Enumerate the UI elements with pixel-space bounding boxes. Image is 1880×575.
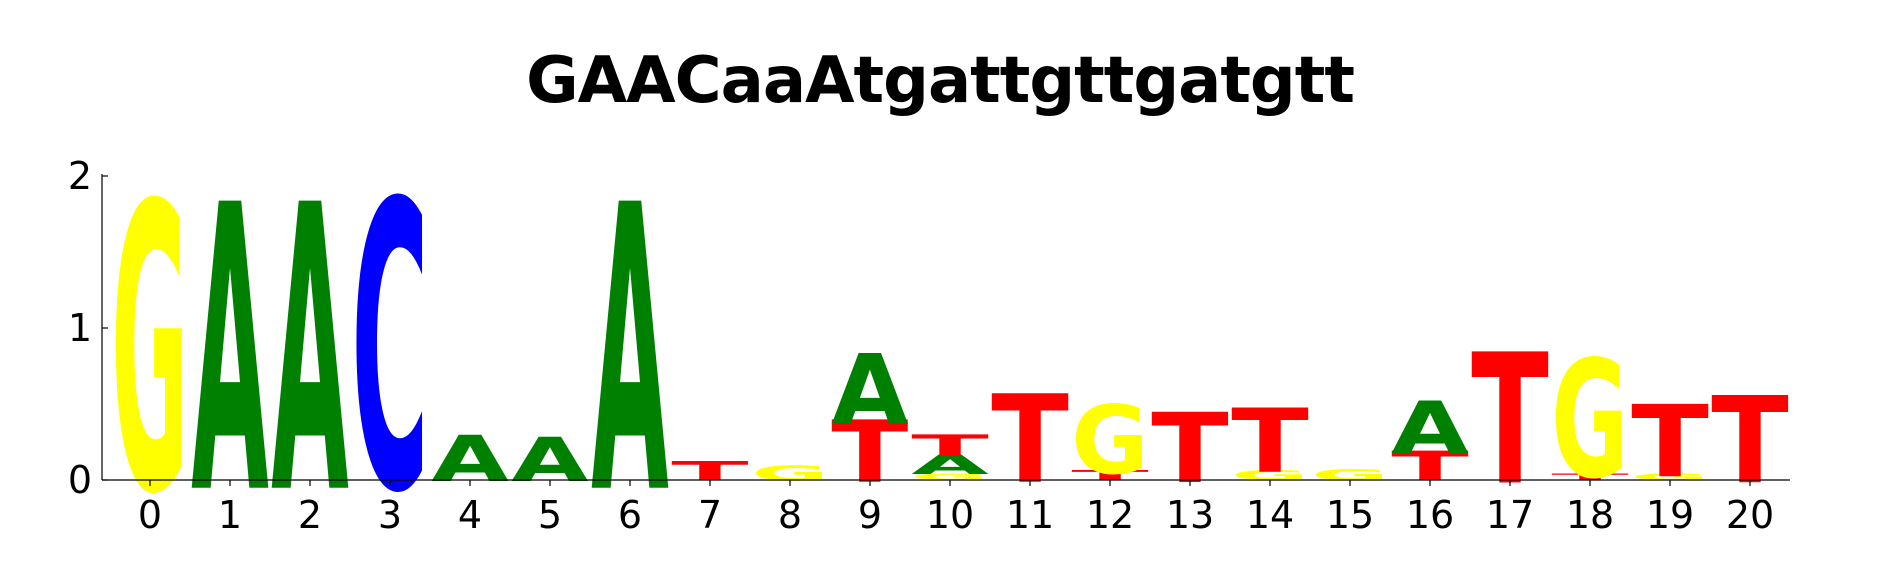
x-tick-label: 15	[1326, 493, 1374, 537]
x-tick-label: 19	[1646, 493, 1694, 537]
y-tick-label: 2	[68, 154, 92, 198]
logo-letter-pos10-A: A	[911, 449, 989, 480]
y-tick-label: 0	[68, 458, 92, 502]
x-tick-label: 10	[926, 493, 974, 537]
logo-letter-pos12-G: G	[1071, 386, 1149, 496]
logo-letter-pos0-G: G	[111, 123, 189, 575]
logo-letter-pos3-C: C	[351, 122, 429, 575]
logo-letter-pos18-G: G	[1551, 327, 1629, 515]
logo-letter-pos14-T: T	[1231, 390, 1309, 492]
x-tick-label: 14	[1246, 493, 1294, 537]
x-tick-label: 16	[1406, 493, 1454, 537]
x-tick-label: 13	[1166, 493, 1214, 537]
x-tick-label: 3	[378, 493, 402, 537]
y-tick-label: 1	[68, 306, 92, 350]
logo-letter-pos16-A: A	[1391, 386, 1469, 471]
x-tick-label: 20	[1726, 493, 1774, 537]
x-tick-label: 7	[698, 493, 722, 537]
logo-letter-pos10-T: T	[911, 429, 989, 463]
x-tick-label: 8	[778, 493, 802, 537]
x-tick-label: 11	[1006, 493, 1054, 537]
logo-letter-pos17-T: T	[1471, 316, 1549, 525]
chart-title: GAACaaAtgattgttgatgtt	[526, 44, 1355, 118]
x-tick-label: 17	[1486, 493, 1534, 537]
x-tick-label: 6	[618, 493, 642, 537]
logo-letter-pos13-T: T	[1151, 392, 1229, 505]
x-tick-label: 9	[858, 493, 882, 537]
x-tick-label: 2	[298, 493, 322, 537]
logo-letter-pos2-A: A	[271, 122, 349, 575]
x-tick-label: 12	[1086, 493, 1134, 537]
logo-letter-pos11-T: T	[991, 370, 1069, 511]
logo-letter-pos20-T: T	[1711, 372, 1788, 510]
logo-letter-pos10-G: G	[911, 472, 989, 482]
x-tick-label: 5	[538, 493, 562, 537]
x-tick-label: 1	[218, 493, 242, 537]
logo-letter-pos1-A: A	[191, 122, 269, 575]
x-tick-label: 4	[458, 493, 482, 537]
logo-letter-pos6-A: A	[591, 122, 669, 575]
x-tick-label: 18	[1566, 493, 1614, 537]
logo-letter-pos9-A: A	[831, 335, 908, 447]
x-tick-label: 0	[138, 493, 162, 537]
logo-letter-pos18-T: T	[1551, 472, 1629, 482]
logo-letter-pos19-G: G	[1631, 472, 1709, 482]
